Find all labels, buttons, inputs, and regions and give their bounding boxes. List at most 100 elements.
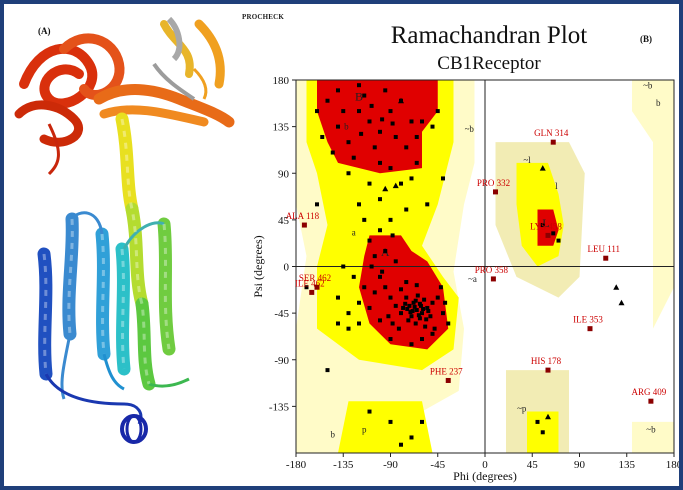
region-label: b (656, 98, 661, 108)
y-tick-label: -90 (274, 355, 289, 367)
residue-label: SER 462 (299, 273, 331, 283)
residue-point (378, 129, 382, 134)
residue-point (406, 318, 411, 323)
residue-point (380, 269, 385, 274)
x-axis-label: Phi (degrees) (453, 469, 517, 483)
labeled-residue-point (301, 222, 307, 228)
residue-point (404, 145, 409, 150)
residue-point (388, 295, 393, 300)
residue-point (409, 176, 414, 181)
residue-point (393, 259, 398, 264)
y-tick-label: -45 (274, 308, 289, 320)
residue-point (325, 98, 330, 103)
residue-point (405, 306, 410, 311)
residue-label: ALA 118 (286, 211, 320, 221)
residue-point (372, 145, 377, 150)
residue-point (425, 305, 430, 310)
x-tick-label: 0 (482, 459, 488, 471)
residue-point (414, 134, 419, 139)
labeled-residue-point (550, 139, 556, 145)
region-label: b (344, 122, 349, 132)
residue-point (415, 293, 420, 298)
residue-point (435, 295, 440, 300)
residue-point (414, 160, 419, 165)
residue-point (378, 318, 382, 323)
residue-point (378, 160, 382, 165)
residue-point (357, 300, 361, 305)
residue-point (540, 430, 545, 435)
residue-point (336, 124, 340, 129)
region-label: ~b (646, 424, 656, 434)
labeled-residue-point (648, 398, 654, 404)
residue-label: PRO 358 (475, 265, 509, 275)
residue-point (430, 331, 435, 336)
residue-point (435, 109, 440, 114)
labeled-residue-point (490, 276, 496, 282)
residue-point (388, 419, 393, 424)
residue-point (396, 326, 401, 331)
chart-title: Ramachandran Plot (390, 22, 588, 49)
residue-point (359, 131, 364, 136)
residue-point (401, 305, 406, 310)
residue-point (388, 217, 393, 222)
residue-point (540, 223, 545, 228)
residue-point (409, 435, 414, 440)
residue-point (438, 285, 443, 290)
residue-point (420, 119, 424, 124)
residue-point (336, 321, 340, 326)
x-tick-label: -90 (383, 459, 398, 471)
residue-label: PHE 237 (430, 366, 463, 376)
residue-point (443, 300, 448, 305)
residue-label: PRO 332 (477, 178, 510, 188)
residue-point (426, 309, 431, 314)
residue-point (413, 298, 418, 303)
residue-point (430, 300, 435, 305)
procheck-label: PROCHECK (242, 13, 285, 21)
residue-point (336, 88, 340, 93)
region-label: B (355, 90, 363, 104)
residue-point (351, 274, 356, 279)
residue-point (420, 311, 424, 316)
region-label: L (542, 216, 549, 230)
residue-point (367, 238, 372, 243)
y-tick-label: 135 (273, 122, 290, 134)
residue-labels: GLN 314 PRO 332 ALA 118 LYS 458 LEU 111 PRO 3… (286, 128, 667, 404)
x-tick-label: 90 (574, 459, 586, 471)
residue-point (410, 309, 415, 314)
residue-point (386, 314, 391, 319)
glycine-point (392, 182, 399, 189)
region-label: l (555, 181, 558, 191)
residue-point (341, 109, 346, 114)
residue-point (351, 155, 356, 160)
region-label: ~b (643, 80, 653, 90)
chart-subtitle: CB1Receptor (437, 53, 541, 74)
residue-point (432, 326, 437, 331)
region-label: ~a (468, 274, 477, 284)
residue-point (393, 134, 398, 139)
residue-point (390, 233, 395, 238)
x-tick-label: -135 (333, 459, 354, 471)
residue-label: LEU 111 (587, 244, 620, 254)
residue-point (441, 311, 445, 316)
region-allowed-bottom (338, 401, 433, 453)
residue-point (428, 314, 433, 319)
helix-bundle-top (14, 16, 235, 176)
residue-point (413, 321, 418, 326)
residue-point (320, 134, 325, 139)
residue-point (407, 303, 412, 308)
residue-label: ARG 409 (632, 387, 667, 397)
residue-point (383, 88, 388, 93)
region-core-beta (317, 80, 438, 174)
x-tick-label: 45 (527, 459, 539, 471)
labeled-residue-point (309, 289, 315, 295)
x-tick-label: 180 (666, 459, 683, 471)
residue-point (346, 171, 351, 176)
labeled-residue-point (603, 255, 609, 261)
residue-point (357, 202, 361, 207)
residue-point (325, 368, 330, 373)
labeled-residue-point (545, 367, 551, 373)
residue-point (346, 140, 351, 145)
residue-point (417, 301, 422, 306)
